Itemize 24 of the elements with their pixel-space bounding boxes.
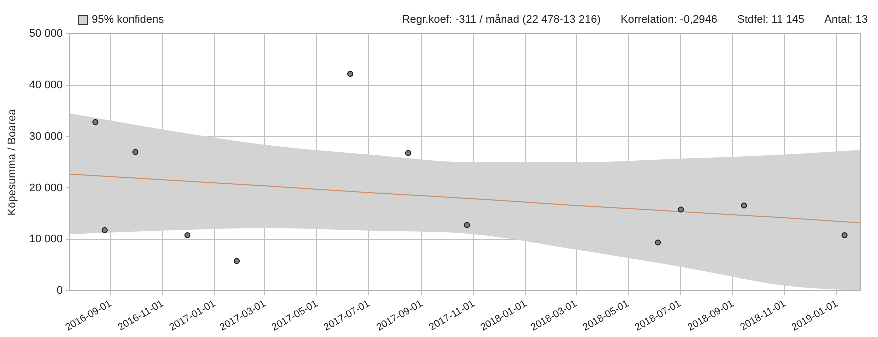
point [678, 206, 684, 213]
point [741, 202, 748, 209]
text: Korrelation: -0,2946 [620, 14, 718, 26]
point [405, 150, 412, 156]
point [184, 232, 191, 239]
point [92, 119, 99, 126]
y-tick-label: 50 000 [29, 28, 63, 40]
point [842, 232, 848, 239]
text: Antal: 13 [824, 14, 868, 26]
y-tick-label: 0 [56, 285, 63, 298]
y-tick-label: 20 000 [29, 182, 63, 194]
text: Regr.koef: -311 / månad (22 478-13 216) [402, 14, 601, 26]
y-tick-label: 30 000 [29, 130, 63, 143]
y-tick-label: 40 000 [29, 79, 63, 92]
y-axis-title: Köpesumma / Boarea [6, 108, 19, 216]
point [655, 240, 662, 246]
point [132, 149, 139, 156]
point [234, 258, 240, 264]
text: 95% konfidens [92, 14, 164, 26]
point [464, 222, 470, 228]
text: Stdfel: 11 145 [738, 14, 805, 26]
point [102, 227, 108, 234]
y-tick-label: 10 000 [29, 234, 63, 246]
point [347, 71, 354, 78]
